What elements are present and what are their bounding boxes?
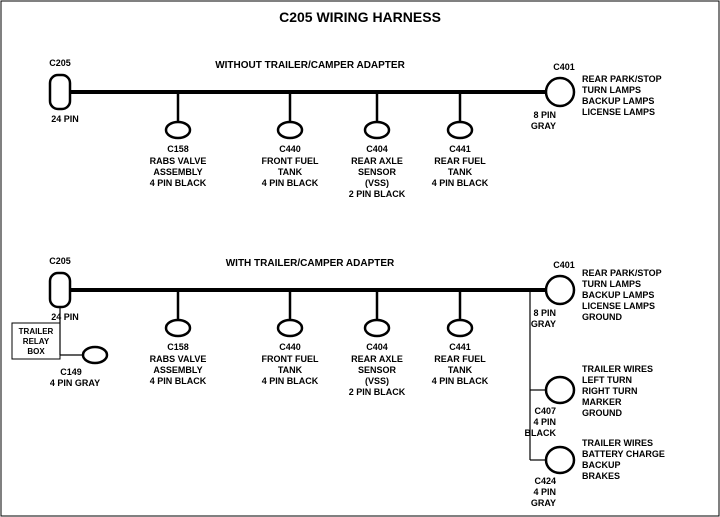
c407-desc: RIGHT TURN xyxy=(582,386,638,396)
c401-desc-b: REAR PARK/STOP xyxy=(582,268,662,278)
c441-desc-b: 4 PIN BLACK xyxy=(432,376,489,386)
c158-label: C158 xyxy=(167,144,189,154)
c401-desc-b: BACKUP LAMPS xyxy=(582,290,654,300)
c158-desc: ASSEMBLY xyxy=(153,167,202,177)
c407-desc: TRAILER WIRES xyxy=(582,364,653,374)
c404-label: C404 xyxy=(366,144,388,154)
c158-desc-b: 4 PIN BLACK xyxy=(150,376,207,386)
c401-label-b: C401 xyxy=(553,260,575,270)
page-title: C205 WIRING HARNESS xyxy=(279,9,441,25)
c401-desc: LICENSE LAMPS xyxy=(582,107,655,117)
c158-desc-b: RABS VALVE xyxy=(150,354,207,364)
c407-desc: MARKER xyxy=(582,397,622,407)
c407-color: BLACK xyxy=(525,428,557,438)
c401-pins: 8 PIN xyxy=(533,110,556,120)
c440-desc: 4 PIN BLACK xyxy=(262,178,319,188)
c401-desc: BACKUP LAMPS xyxy=(582,96,654,106)
c149-connector xyxy=(83,347,107,363)
c441-label: C441 xyxy=(449,144,471,154)
section-a-title: WITHOUT TRAILER/CAMPER ADAPTER xyxy=(215,60,405,71)
c205-connector-a xyxy=(50,75,70,109)
c158-desc: RABS VALVE xyxy=(150,156,207,166)
c401-desc-b: LICENSE LAMPS xyxy=(582,301,655,311)
trailer-relay-box-label: BOX xyxy=(27,347,45,356)
wiring-diagram: C205 WIRING HARNESSC20524 PINC4018 PINGR… xyxy=(0,0,720,517)
c407-desc: GROUND xyxy=(582,408,622,418)
c404-desc: 2 PIN BLACK xyxy=(349,189,406,199)
c401-color-b: GRAY xyxy=(531,319,556,329)
c440-label-b: C440 xyxy=(279,342,301,352)
c407-label: C407 xyxy=(534,406,556,416)
c440-desc-b: FRONT FUEL xyxy=(262,354,319,364)
c158-desc-b: ASSEMBLY xyxy=(153,365,202,375)
trailer-relay-box-label: TRAILER xyxy=(19,327,54,336)
c441-desc-b: TANK xyxy=(448,365,473,375)
c401-desc-b: GROUND xyxy=(582,312,622,322)
c149-label: C149 xyxy=(60,367,82,377)
c205-label-b: C205 xyxy=(49,256,71,266)
c441-label-b: C441 xyxy=(449,342,471,352)
c441-desc: REAR FUEL xyxy=(434,156,486,166)
c441-connector-a xyxy=(448,122,472,138)
c404-desc-b: SENSOR xyxy=(358,365,397,375)
c404-desc-b: 2 PIN BLACK xyxy=(349,387,406,397)
c401-color: GRAY xyxy=(531,121,556,131)
c404-connector-a xyxy=(365,122,389,138)
c440-desc: FRONT FUEL xyxy=(262,156,319,166)
c440-label: C440 xyxy=(279,144,301,154)
c424-pins: 4 PIN xyxy=(533,487,556,497)
c401-desc-b: TURN LAMPS xyxy=(582,279,641,289)
trailer-relay-box-label: RELAY xyxy=(23,337,50,346)
c440-connector-b xyxy=(278,320,302,336)
c149-pins: 4 PIN GRAY xyxy=(50,378,100,388)
c401-connector-a xyxy=(546,78,574,106)
c401-label: C401 xyxy=(553,62,575,72)
c401-desc: TURN LAMPS xyxy=(582,85,641,95)
c407-desc: LEFT TURN xyxy=(582,375,632,385)
c424-desc: BRAKES xyxy=(582,471,620,481)
c424-desc: BACKUP xyxy=(582,460,621,470)
c440-connector-a xyxy=(278,122,302,138)
c158-desc: 4 PIN BLACK xyxy=(150,178,207,188)
c401-desc: REAR PARK/STOP xyxy=(582,74,662,84)
c424-color: GRAY xyxy=(531,498,556,508)
c441-desc: TANK xyxy=(448,167,473,177)
c205-pins: 24 PIN xyxy=(51,114,79,124)
c404-connector-b xyxy=(365,320,389,336)
c404-desc: REAR AXLE xyxy=(351,156,403,166)
c407-pins: 4 PIN xyxy=(533,417,556,427)
c158-connector-b xyxy=(166,320,190,336)
c424-connector xyxy=(546,447,574,473)
c441-desc-b: REAR FUEL xyxy=(434,354,486,364)
c440-desc-b: TANK xyxy=(278,365,303,375)
c440-desc-b: 4 PIN BLACK xyxy=(262,376,319,386)
section-b-title: WITH TRAILER/CAMPER ADAPTER xyxy=(226,258,395,269)
c158-connector-a xyxy=(166,122,190,138)
c441-connector-b xyxy=(448,320,472,336)
c401-pins-b: 8 PIN xyxy=(533,308,556,318)
c424-desc: BATTERY CHARGE xyxy=(582,449,665,459)
c404-desc-b: REAR AXLE xyxy=(351,354,403,364)
c205-connector-b xyxy=(50,273,70,307)
c404-label-b: C404 xyxy=(366,342,388,352)
c407-connector xyxy=(546,377,574,403)
c404-desc: SENSOR xyxy=(358,167,397,177)
c424-desc: TRAILER WIRES xyxy=(582,438,653,448)
c401-connector-b xyxy=(546,276,574,304)
c424-label: C424 xyxy=(534,476,556,486)
c205-label: C205 xyxy=(49,58,71,68)
c404-desc-b: (VSS) xyxy=(365,376,389,386)
c441-desc: 4 PIN BLACK xyxy=(432,178,489,188)
c404-desc: (VSS) xyxy=(365,178,389,188)
c158-label-b: C158 xyxy=(167,342,189,352)
c205-pins-b: 24 PIN xyxy=(51,312,79,322)
c440-desc: TANK xyxy=(278,167,303,177)
